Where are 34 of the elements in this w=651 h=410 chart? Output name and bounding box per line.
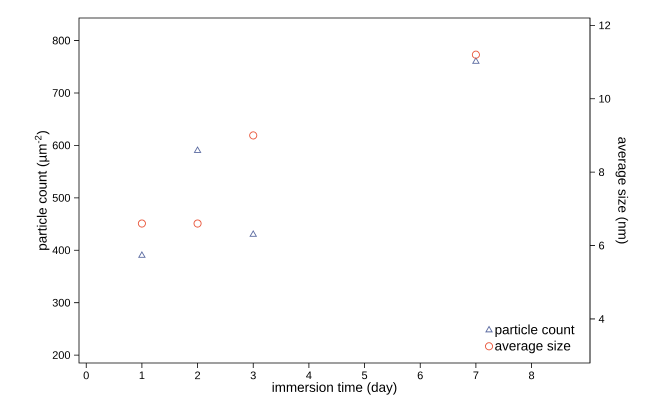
x-tick-label: 2 — [195, 372, 200, 380]
x-tick-label: 6 — [418, 372, 423, 380]
x-tick-label: 3 — [250, 372, 256, 380]
point — [472, 57, 480, 64]
legend-label: particle count — [495, 324, 574, 337]
y-tick-label: 600 — [52, 142, 70, 150]
y-tick-label: 200 — [52, 351, 70, 360]
y-tick-label: 800 — [52, 36, 70, 44]
y2-tick-label: 6 — [599, 242, 604, 250]
y-tick-label: 400 — [52, 246, 70, 254]
y2-tick-label: 8 — [598, 168, 604, 176]
point — [250, 230, 257, 237]
y-axis-title: particle count (µm$^{-2}$) — [34, 131, 50, 250]
x-tick-label: 0 — [84, 372, 89, 380]
point — [472, 50, 480, 59]
point — [138, 219, 146, 228]
legend-label: average size — [495, 340, 570, 354]
y-tick-label: 300 — [52, 298, 70, 307]
y-tick-label: 700 — [52, 89, 70, 97]
y-tick-label: 500 — [52, 194, 70, 202]
x-tick-label: 7 — [473, 372, 478, 380]
x-tick-label: 4 — [306, 372, 312, 380]
point — [249, 131, 258, 140]
point — [194, 146, 202, 153]
point — [138, 251, 146, 258]
y2-tick-label: 10 — [599, 94, 610, 103]
x-tick-label: 5 — [362, 372, 368, 380]
x-tick-label: 1 — [140, 372, 144, 380]
x-tick-label: 8 — [528, 372, 534, 380]
y2-tick-label: 4 — [598, 315, 604, 323]
y2-tick-label: 12 — [599, 22, 610, 30]
x-axis-title: immersion time (day) — [272, 382, 396, 395]
y2-axis-title: average size (nm) — [616, 137, 628, 244]
point — [194, 219, 202, 228]
